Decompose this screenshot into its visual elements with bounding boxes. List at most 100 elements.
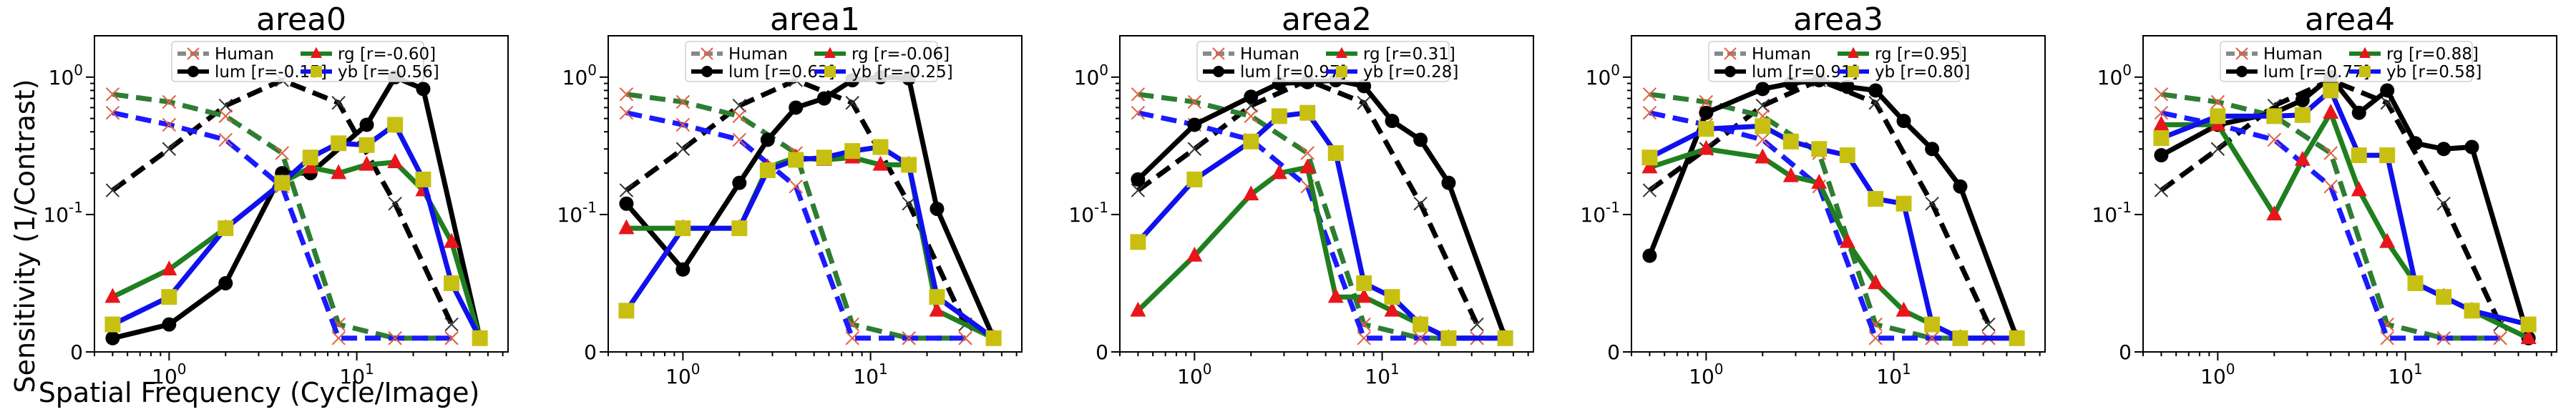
yb-point bbox=[1440, 330, 1457, 346]
panel-title: area2 bbox=[1282, 1, 1372, 38]
human_lum-point bbox=[2154, 183, 2169, 197]
x-tick-label: 100 bbox=[152, 360, 186, 388]
human_lum-point bbox=[444, 317, 459, 332]
yb-point bbox=[1811, 141, 1828, 157]
human_yb-point bbox=[1413, 331, 1428, 345]
lum-point bbox=[2380, 83, 2395, 98]
human_yb-point bbox=[2267, 132, 2282, 147]
rg-point bbox=[929, 301, 945, 317]
legend-entry-yb: yb [r=-0.56] bbox=[301, 63, 439, 82]
yb-point bbox=[816, 149, 832, 166]
yb-point bbox=[675, 220, 691, 237]
rg-point bbox=[1868, 274, 1884, 290]
human_yb-point bbox=[388, 331, 402, 345]
x-tick-label: 101 bbox=[2388, 360, 2422, 388]
human_rg-point bbox=[275, 146, 289, 160]
legend-label: rg [r=0.31] bbox=[1363, 45, 1455, 64]
legend-marker bbox=[311, 66, 322, 77]
x-axis-label: Spatial Frequency (Cycle/Image) bbox=[39, 377, 480, 408]
legend-marker bbox=[2235, 47, 2248, 60]
rg-point bbox=[1698, 139, 1714, 155]
yb-point bbox=[218, 220, 234, 237]
human_yb-point bbox=[444, 331, 459, 345]
legend-marker bbox=[2236, 66, 2248, 77]
lum-point bbox=[1441, 175, 1456, 190]
legend-label: yb [r=-0.56] bbox=[338, 63, 439, 82]
human_lum-point bbox=[1925, 196, 1939, 211]
human_yb-point bbox=[675, 117, 691, 132]
lum-point bbox=[1642, 248, 1657, 263]
legend-marker bbox=[1213, 66, 1224, 77]
legend-marker bbox=[1724, 47, 1737, 60]
rg-point bbox=[2323, 104, 2339, 119]
human_lum-point bbox=[1981, 317, 1996, 332]
panel-title: area0 bbox=[256, 1, 346, 38]
human_lum-point bbox=[1357, 96, 1371, 110]
human_yb-point bbox=[1925, 331, 1939, 345]
rg-point bbox=[161, 260, 177, 275]
legend-marker bbox=[701, 66, 713, 77]
yb-point bbox=[415, 171, 431, 187]
rg-point bbox=[1839, 232, 1855, 248]
x-tick-label: 101 bbox=[1365, 360, 1399, 388]
human_lum-point bbox=[218, 98, 233, 113]
rg-point bbox=[1896, 301, 1912, 317]
human_lum-point bbox=[675, 142, 691, 156]
lum-point bbox=[1840, 79, 1855, 94]
yb-point bbox=[1755, 118, 1771, 134]
lum-point bbox=[218, 275, 233, 290]
human_yb-point bbox=[1868, 331, 1883, 345]
rg-point bbox=[1299, 158, 1316, 174]
human_rg-point bbox=[1642, 87, 1657, 102]
human_yb-point bbox=[2436, 331, 2451, 345]
rg-point bbox=[872, 155, 889, 171]
human_rg-point bbox=[1300, 146, 1314, 160]
human_rg-point bbox=[218, 109, 233, 124]
human_yb-point bbox=[732, 132, 747, 147]
series-yb bbox=[1130, 104, 1513, 346]
yb-point bbox=[2294, 107, 2311, 123]
human_lum-point bbox=[1642, 183, 1657, 197]
legend-label: Human bbox=[1240, 45, 1299, 64]
legend-marker bbox=[187, 66, 199, 77]
yb-point bbox=[1782, 133, 1799, 149]
rg-point bbox=[302, 158, 318, 174]
lum-point bbox=[1385, 114, 1400, 129]
legend-entry-rg: rg [r=0.88] bbox=[2349, 45, 2479, 64]
human_rg-point bbox=[1699, 94, 1714, 109]
lum-point bbox=[789, 100, 804, 115]
yb-point bbox=[618, 303, 635, 319]
human_rg-point bbox=[2154, 87, 2169, 102]
plot-frame bbox=[2142, 35, 2557, 353]
legend-label: rg [r=-0.60] bbox=[338, 45, 436, 64]
series-yb bbox=[104, 117, 488, 346]
lum-point bbox=[619, 196, 634, 211]
yb-point bbox=[1413, 316, 1429, 333]
rg-point bbox=[2520, 329, 2537, 345]
legend-entry-yb: yb [r=-0.25] bbox=[814, 63, 953, 82]
yb-point bbox=[1868, 191, 1884, 207]
rg-point bbox=[1384, 301, 1400, 317]
human_lum-point bbox=[1470, 317, 1484, 332]
yb-point bbox=[2153, 130, 2170, 147]
yb-point bbox=[1384, 289, 1400, 305]
lum-point bbox=[2295, 92, 2310, 107]
human_rg-point bbox=[2210, 94, 2225, 109]
yb-point bbox=[2464, 303, 2480, 319]
yb-point bbox=[1839, 147, 1855, 164]
lum-point bbox=[162, 317, 177, 332]
series-human_yb bbox=[619, 105, 972, 345]
yb-point bbox=[358, 137, 375, 153]
human_lum-point bbox=[1187, 142, 1202, 156]
yb-point bbox=[1130, 234, 1146, 250]
legend-label: yb [r=0.80] bbox=[1875, 63, 1970, 82]
series-yb bbox=[618, 139, 1002, 346]
y-tick-label: 100 bbox=[1074, 62, 1108, 89]
yb-point bbox=[1641, 149, 1658, 166]
